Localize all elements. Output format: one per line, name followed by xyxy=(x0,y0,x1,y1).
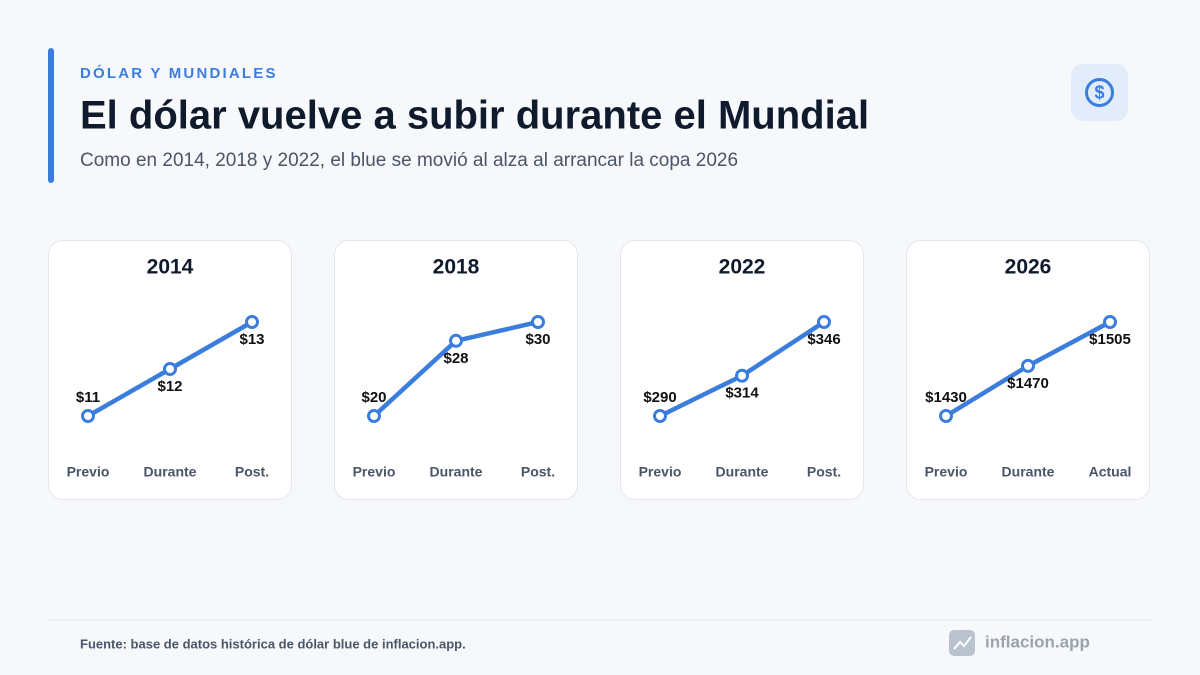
x-tick-label: Previo xyxy=(639,464,682,480)
value-label: $346 xyxy=(807,331,840,348)
point xyxy=(449,333,463,348)
title: El dólar vuelve a subir durante el Mundi… xyxy=(80,94,869,138)
point xyxy=(163,362,177,376)
point xyxy=(531,315,545,329)
value-label: $30 xyxy=(525,331,550,348)
point xyxy=(81,409,95,423)
source: Fuente: base de datos histórica de dólar… xyxy=(80,636,466,651)
chart-title: 2022 xyxy=(719,256,766,279)
point xyxy=(735,368,749,383)
chart-card: 2022 Previo Durante Post. $290 $314 $346 xyxy=(620,240,864,500)
point xyxy=(245,315,259,329)
value-label: $1505 xyxy=(1089,331,1131,348)
chart-card: 2026 Previo Durante Actual $1430 $1470 $1505 xyxy=(906,240,1150,500)
value-label: $11 xyxy=(76,389,100,406)
x-tick-label: Previo xyxy=(925,464,968,480)
x-tick-label: Previo xyxy=(353,464,396,480)
value-label: $20 xyxy=(361,389,386,406)
point xyxy=(817,315,831,329)
point xyxy=(939,409,953,423)
chart-title: 2026 xyxy=(1005,256,1052,279)
charts: 2014 Previo Durante Post. $11 $12 $13 2018 Previ… xyxy=(48,240,1150,500)
value-label: $28 xyxy=(443,350,468,367)
chart-card: 2018 Previo Durante Post. $20 $28 $30 xyxy=(334,240,578,500)
point xyxy=(1021,358,1035,373)
point xyxy=(653,409,667,423)
value-label: $1470 xyxy=(1007,375,1049,392)
card xyxy=(334,240,578,500)
value-label: $13 xyxy=(239,331,264,348)
svg-text:$: $ xyxy=(1094,82,1104,102)
x-tick-label: Durante xyxy=(430,464,483,480)
chart-title: 2014 xyxy=(147,256,194,279)
x-tick-label: Post. xyxy=(807,464,841,480)
accent-bar xyxy=(48,48,54,183)
point xyxy=(1103,315,1117,329)
value-label: $1430 xyxy=(925,389,967,406)
value-label: $290 xyxy=(643,389,676,406)
x-tick-label: Durante xyxy=(144,464,197,480)
brand: inflacion.app xyxy=(985,632,1090,651)
dollar-icon: $ xyxy=(1071,64,1128,121)
chart-card: 2014 Previo Durante Post. $11 $12 $13 xyxy=(48,240,292,500)
kicker: DÓLAR Y MUNDIALES xyxy=(80,64,278,82)
x-tick-label: Post. xyxy=(521,464,555,480)
brand-icon xyxy=(949,630,975,656)
x-tick-label: Durante xyxy=(716,464,769,480)
value-label: $314 xyxy=(725,385,759,402)
x-tick-label: Durante xyxy=(1002,464,1055,480)
x-tick-label: Actual xyxy=(1089,464,1132,480)
point xyxy=(367,409,381,423)
subtitle: Como en 2014, 2018 y 2022, el blue se mo… xyxy=(80,150,738,171)
value-label: $12 xyxy=(157,378,182,395)
x-tick-label: Previo xyxy=(67,464,110,480)
x-tick-label: Post. xyxy=(235,464,269,480)
chart-title: 2018 xyxy=(433,256,480,279)
